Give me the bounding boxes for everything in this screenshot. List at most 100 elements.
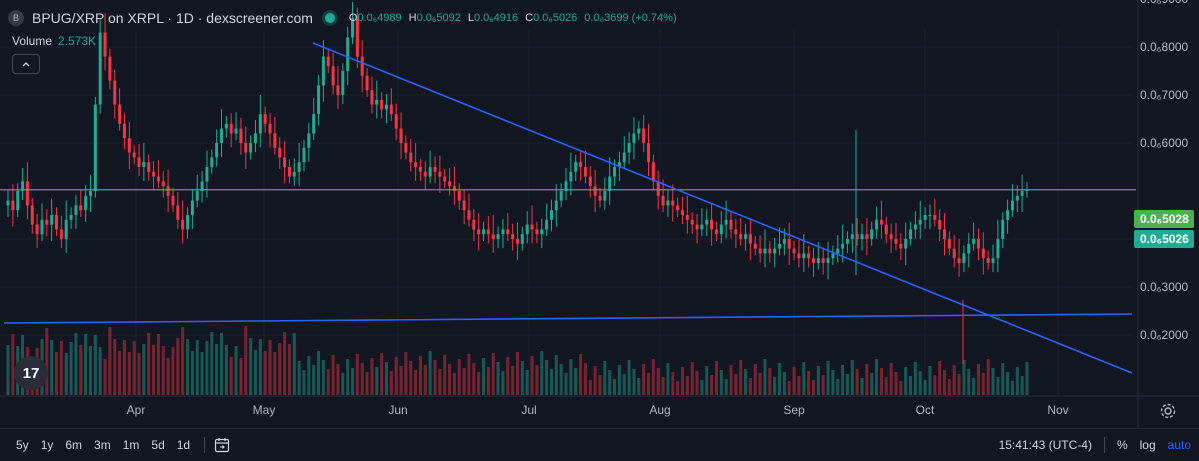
volume-bar — [588, 380, 592, 395]
ohlc-open-key: O — [348, 12, 358, 24]
candle-body — [108, 56, 112, 81]
volume-bar — [826, 361, 830, 395]
current-price-label: 0.0₆5028 — [1140, 212, 1189, 226]
candle-body — [268, 123, 272, 134]
candle-body — [59, 229, 63, 239]
candle-body — [365, 75, 369, 91]
collapse-legend-button[interactable] — [12, 54, 40, 74]
volume-legend[interactable]: Volume 2.573K — [12, 34, 96, 48]
market-status-icon — [324, 13, 335, 23]
candle-body — [860, 234, 864, 239]
volume-bar — [428, 351, 432, 395]
volume-bar — [297, 361, 301, 395]
range-1d-button[interactable]: 1d — [176, 438, 191, 452]
candle-body — [317, 85, 321, 115]
volume-bar — [486, 367, 490, 395]
price-tick-label: 0.0₆6000 — [1140, 136, 1189, 150]
chart-title[interactable]: BPUG/XRP on XRPL · 1D · dexscreener.com — [32, 10, 313, 26]
candle-body — [904, 239, 908, 249]
candle-body — [768, 248, 772, 254]
volume-bar — [807, 371, 811, 395]
candle-body — [181, 219, 185, 230]
candle-body — [957, 258, 961, 263]
candle-body — [40, 219, 44, 235]
volume-bar — [700, 380, 704, 395]
candle-body — [156, 176, 160, 182]
time-tick-label: Apr — [127, 403, 146, 417]
volume-bar — [287, 344, 291, 395]
volume-bar — [816, 366, 820, 395]
volume-bar — [64, 353, 68, 395]
range-6m-button[interactable]: 6m — [65, 438, 83, 452]
volume-bar — [496, 362, 500, 395]
candle-body — [98, 32, 102, 105]
current-price-tag — [1134, 210, 1194, 228]
volume-bar — [127, 352, 131, 395]
volume-bar — [370, 358, 374, 395]
time-tick-label: Oct — [916, 403, 935, 417]
volume-bar — [520, 361, 524, 395]
auto-scale-button[interactable]: auto — [1167, 438, 1191, 452]
volume-bar — [923, 380, 927, 395]
volume-bar — [142, 344, 146, 395]
candle-body — [943, 229, 947, 239]
calendar-goto-icon[interactable] — [213, 436, 231, 454]
time-axis[interactable]: Apr May Jun Jul Aug Sep Oct Nov — [127, 403, 1069, 417]
candle-body — [986, 258, 990, 263]
candle-body — [428, 167, 432, 177]
candle-body — [685, 215, 689, 220]
bottom-toolbar: 5y 1y 6m 3m 1m 5d 1d 15:41:43 (UTC-4) % … — [0, 428, 1199, 461]
volume-bar — [894, 372, 898, 395]
volume-bar — [909, 376, 913, 395]
volume-bar — [491, 353, 495, 395]
candle-body — [55, 215, 59, 230]
volume-value: 2.573K — [58, 34, 97, 48]
volume-bar — [186, 339, 190, 395]
volume-bar — [122, 340, 126, 395]
ohlc-high: 0.0₆5092 — [416, 12, 461, 24]
price-chart[interactable]: 0.0₆90000.0₆80000.0₆70000.0₆60000.0₆4000… — [0, 0, 1199, 428]
candle-body — [312, 114, 316, 134]
tradingview-logo-icon[interactable]: 17 — [14, 356, 48, 390]
price-tick-label: 0.0₆2000 — [1140, 328, 1189, 342]
log-scale-button[interactable]: log — [1139, 438, 1156, 452]
candle-body — [258, 114, 262, 134]
volume-bar — [724, 379, 728, 395]
volume-bar — [331, 355, 335, 395]
volume-bar — [263, 351, 267, 395]
candle-body — [714, 229, 718, 235]
volume-bar — [457, 359, 461, 395]
volume-bar — [516, 352, 519, 395]
candle-body — [234, 128, 238, 134]
candle-body — [603, 191, 607, 201]
range-5d-button[interactable]: 5d — [151, 438, 165, 452]
price-axis[interactable]: 0.0₆90000.0₆80000.0₆70000.0₆60000.0₆4000… — [1134, 0, 1194, 342]
candle-body — [452, 186, 456, 191]
settings-gear-icon[interactable] — [1159, 402, 1177, 420]
volume-bar — [933, 375, 937, 395]
volume-bar — [351, 368, 355, 395]
volume-bar — [341, 373, 345, 395]
candle-body — [695, 224, 699, 230]
candle-body — [152, 171, 156, 177]
volume-bar — [79, 345, 83, 395]
timezone-clock[interactable]: 15:41:43 (UTC-4) — [998, 438, 1092, 452]
percent-scale-button[interactable]: % — [1116, 438, 1128, 452]
candle-body — [816, 258, 820, 263]
volume-bar — [821, 375, 825, 395]
volume-bar — [739, 360, 743, 395]
candle-body — [1010, 200, 1014, 211]
volume-bar — [11, 334, 15, 395]
candle-body — [909, 229, 913, 239]
candle-body — [88, 191, 92, 196]
volume-bar — [617, 365, 621, 395]
volume-bar — [258, 339, 262, 395]
range-1m-button[interactable]: 1m — [122, 438, 140, 452]
volume-bar — [220, 333, 224, 395]
range-5y-button[interactable]: 5y — [16, 438, 29, 452]
candle-body — [778, 243, 782, 249]
candle-body — [540, 229, 544, 235]
candle-body — [394, 114, 398, 129]
range-1y-button[interactable]: 1y — [40, 438, 54, 452]
range-3m-button[interactable]: 3m — [94, 438, 111, 452]
